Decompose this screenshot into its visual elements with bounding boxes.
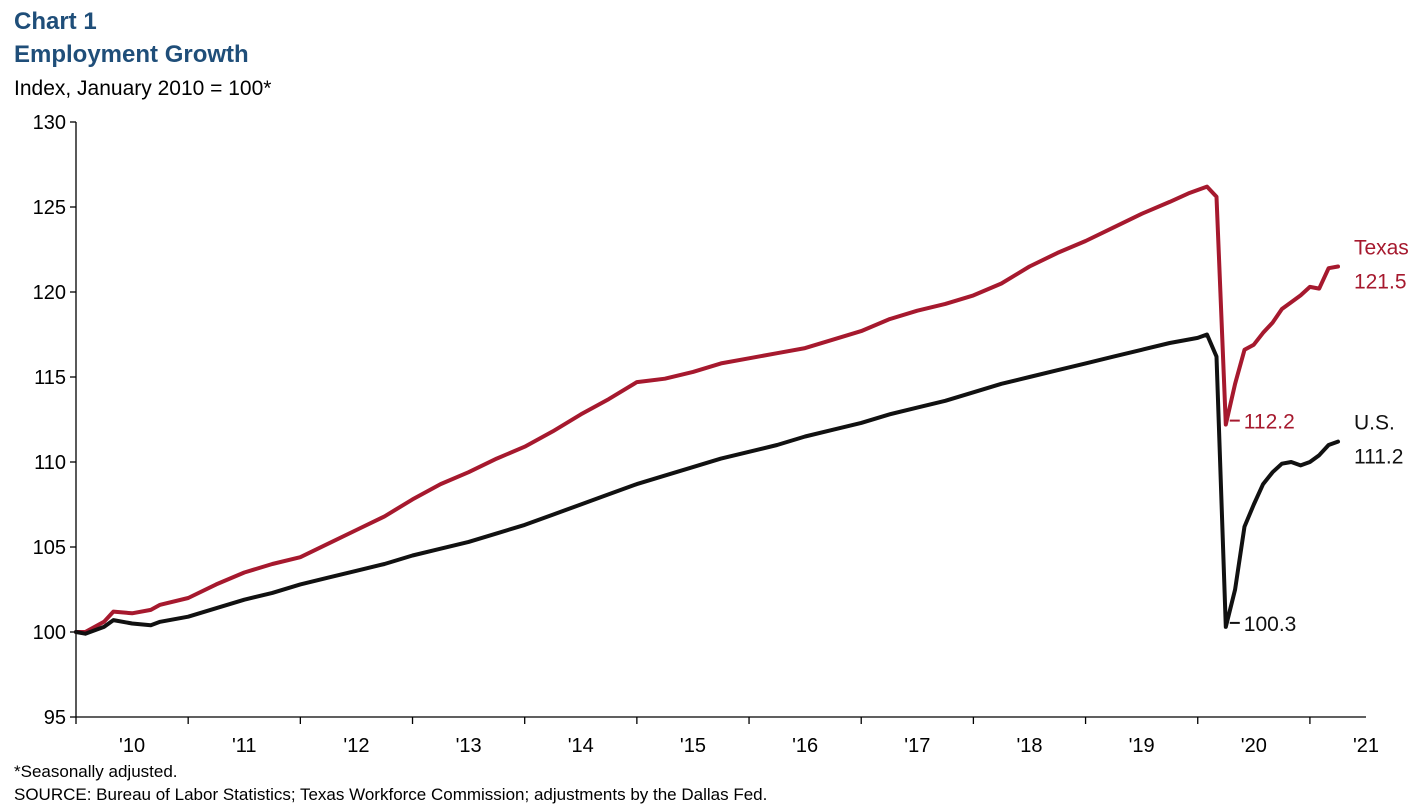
- series-line-us: [74, 332, 1340, 636]
- x-tick-label: '13: [456, 735, 482, 757]
- y-tick-label: 115: [34, 367, 66, 389]
- x-tick-label: '19: [1129, 735, 1155, 757]
- x-tick-label: '12: [343, 735, 369, 757]
- x-tick-label: '10: [119, 735, 145, 757]
- chart-number: Chart 1: [14, 8, 97, 35]
- y-tick-label: 120: [33, 282, 66, 304]
- chart-subtitle: Index, January 2010 = 100*: [14, 77, 272, 100]
- chart-axes: 95 100 105 110 115 120 125 130 '10 '11 '12 '13 '14 '1…: [33, 112, 1379, 757]
- series-name-us: U.S.: [1354, 412, 1395, 435]
- series-name-texas: Texas: [1354, 237, 1409, 260]
- x-tick-label: '21: [1353, 735, 1379, 757]
- annotation-label: 100.3: [1244, 613, 1297, 636]
- y-tick-label: 125: [33, 197, 66, 219]
- x-tick-label: '18: [1016, 735, 1042, 757]
- x-tick-label: '15: [680, 735, 706, 757]
- footnote: *Seasonally adjusted.: [14, 762, 178, 781]
- chart-lines: [74, 184, 1340, 636]
- y-tick-label: 130: [33, 112, 66, 134]
- y-tick-label: 95: [44, 707, 66, 729]
- chart-title: Employment Growth: [14, 41, 249, 68]
- x-tick-label: '17: [904, 735, 930, 757]
- source-note: SOURCE: Bureau of Labor Statistics; Texa…: [14, 785, 768, 804]
- series-line-texas: [74, 184, 1340, 634]
- x-tick-label: '16: [792, 735, 818, 757]
- x-tick-label: '11: [232, 735, 257, 757]
- y-tick-label: 100: [33, 622, 66, 644]
- y-tick-label: 105: [33, 537, 66, 559]
- series-end-value-texas: 121.5: [1354, 271, 1407, 294]
- x-tick-label: '20: [1241, 735, 1267, 757]
- chart-labels: Texas 121.5 U.S. 111.2 112.2 100.3: [1229, 237, 1409, 636]
- annotation-label: 112.2: [1244, 411, 1295, 434]
- series-end-value-us: 111.2: [1354, 446, 1403, 469]
- x-tick-label: '14: [568, 735, 594, 757]
- y-tick-label: 110: [34, 452, 66, 474]
